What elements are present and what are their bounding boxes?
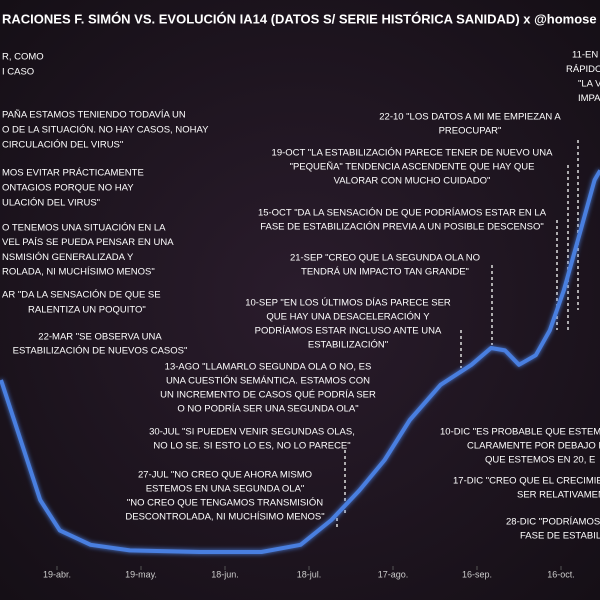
- annotation-line: UN INCREMENTO DE CASOS QUÉ PODRÍA SER: [160, 390, 376, 401]
- annotation-line: 22-10 "LOS DATOS A MI ME EMPIEZAN A: [379, 112, 561, 123]
- annotation-line: NSMISIÓN GENERALIZADA Y: [2, 252, 134, 263]
- annotation-line: ESTEMOS EN UNA SEGUNDA OLA": [146, 484, 305, 495]
- annotation-line: 19-OCT "LA ESTABILIZACIÓN PARECE TENER D…: [272, 148, 554, 159]
- annotation-line: I CASO: [2, 67, 34, 78]
- annotation-line: CIRCULACIÓN DEL VIRUS": [2, 140, 123, 151]
- annotation-line: 11-EN: [572, 50, 598, 61]
- annotation-line: ESTABILIZACIÓN DE NUEVOS CASOS": [13, 346, 188, 357]
- annotation-line: VEL PAÍS SE PUEDA PENSAR EN UNA: [2, 237, 174, 248]
- x-tick-label: 16-sep.: [462, 569, 492, 579]
- x-tick-label: 19-may.: [125, 569, 157, 579]
- annotation-line: 30-JUL "SI PUEDEN VENIR SEGUNDAS OLAS,: [149, 427, 355, 438]
- annotation-line: PREOCUPAR": [439, 126, 502, 137]
- annotation-line: FASE DE ESTABILI: [520, 531, 600, 542]
- annotation-line: "NO CREO QUE TENGAMOS TRANSMISIÓN: [127, 498, 323, 509]
- x-tick-label: 18-jul.: [297, 569, 322, 579]
- annotation-line: UNA CUESTIÓN SEMÁNTICA. ESTAMOS CON: [166, 376, 370, 387]
- annotation-line: 13-AGO "LLAMARLO SEGUNDA OLA O NO, ES: [165, 362, 372, 373]
- annotation-line: O NO PODRÍA SER UNA SEGUNDA OLA": [177, 404, 358, 415]
- annotation-line: PODRÍAMOS ESTAR INCLUSO ANTE UNA: [255, 326, 442, 337]
- annotation-line: CLARAMENTE POR DEBAJO DE LOS: [467, 441, 600, 452]
- annotation-line: 15-OCT "DA LA SENSACIÓN DE QUE PODRÍAMOS…: [258, 208, 547, 219]
- annotation-line: ULACIÓN DEL VIRUS": [2, 198, 100, 209]
- x-tick-label: 17-ago.: [378, 569, 409, 579]
- annotation-line: R, COMO: [2, 52, 44, 63]
- annotation-line: "LA V: [578, 79, 600, 90]
- annotation-line: PAÑA ESTAMOS TENIENDO TODAVÍA UN: [2, 110, 186, 121]
- annotation-line: 28-DIC "PODRÍAMOS: [506, 517, 600, 528]
- annotation-line: FASE DE ESTABILIZACIÓN PREVIA A UN POSIB…: [260, 222, 544, 233]
- annotation-line: 10-SEP "EN LOS ÚLTIMOS DÍAS PARECE SER: [245, 298, 451, 309]
- annotation-line: RALENTIZA UN POQUITO": [28, 305, 146, 316]
- x-tick-label: 18-jun.: [211, 569, 239, 579]
- data-line: [0, 169, 600, 554]
- chart-title: RACIONES F. SIMÓN VS. EVOLUCIÓN IA14 (DA…: [2, 11, 597, 26]
- annotation-line: AR "DA LA SENSACIÓN DE QUE SE: [2, 290, 161, 301]
- annotation-line: O DE LA SITUACIÓN. NO HAY CASOS, NOHAY: [2, 125, 209, 136]
- annotation-line: MOS EVITAR PRÁCTICAMENTE: [2, 168, 144, 179]
- annotation-line: QUE ESTEMOS EN 20, E: [485, 455, 595, 466]
- annotation-line: ESTABILIZACIÓN": [308, 340, 388, 351]
- x-tick-label: 16-oct.: [547, 569, 575, 579]
- annotation-line: "PEQUEÑA" TENDENCIA ASCENDENTE QUE HAY Q…: [290, 162, 535, 173]
- annotation-line: 27-JUL "NO CREO QUE AHORA MISMO: [138, 470, 312, 481]
- annotation-line: RÁPIDO: [566, 64, 600, 75]
- annotation-line: 21-SEP "CREO QUE LA SEGUNDA OLA NO: [290, 253, 480, 264]
- annotation-line: VALORAR CON MUCHO CUIDADO": [334, 176, 491, 187]
- annotation-line: ROLADA, NI MUCHÍSIMO MENOS": [2, 267, 155, 278]
- annotation-line: 22-MAR "SE OBSERVA UNA: [38, 332, 162, 343]
- annotation-line: SER RELATIVAMEN: [517, 490, 600, 501]
- annotation-line: DESCONTROLADA, NI MUCHÍSIMO MENOS": [125, 512, 324, 523]
- annotation-line: O TENEMOS UNA SITUACIÓN EN LA: [2, 223, 166, 234]
- annotation-line: IMPA: [578, 93, 600, 104]
- annotation-line: 17-DIC "CREO QUE EL CRECIMIE: [453, 476, 600, 487]
- annotation-line: QUE HAY UNA DESACELERACIÓN Y: [266, 312, 430, 323]
- annotation-line: 10-DIC "ES PROBABLE QUE ESTEM: [440, 427, 600, 438]
- annotation-line: NO LO SE. SI ESTO LO ES, NO LO PARECE": [153, 441, 350, 452]
- x-tick-label: 19-abr.: [43, 569, 71, 579]
- annotation-line: TENDRÁ UN IMPACTO TAN GRANDE": [301, 267, 469, 278]
- annotation-line: ONTAGIOS PORQUE NO HAY: [2, 183, 134, 194]
